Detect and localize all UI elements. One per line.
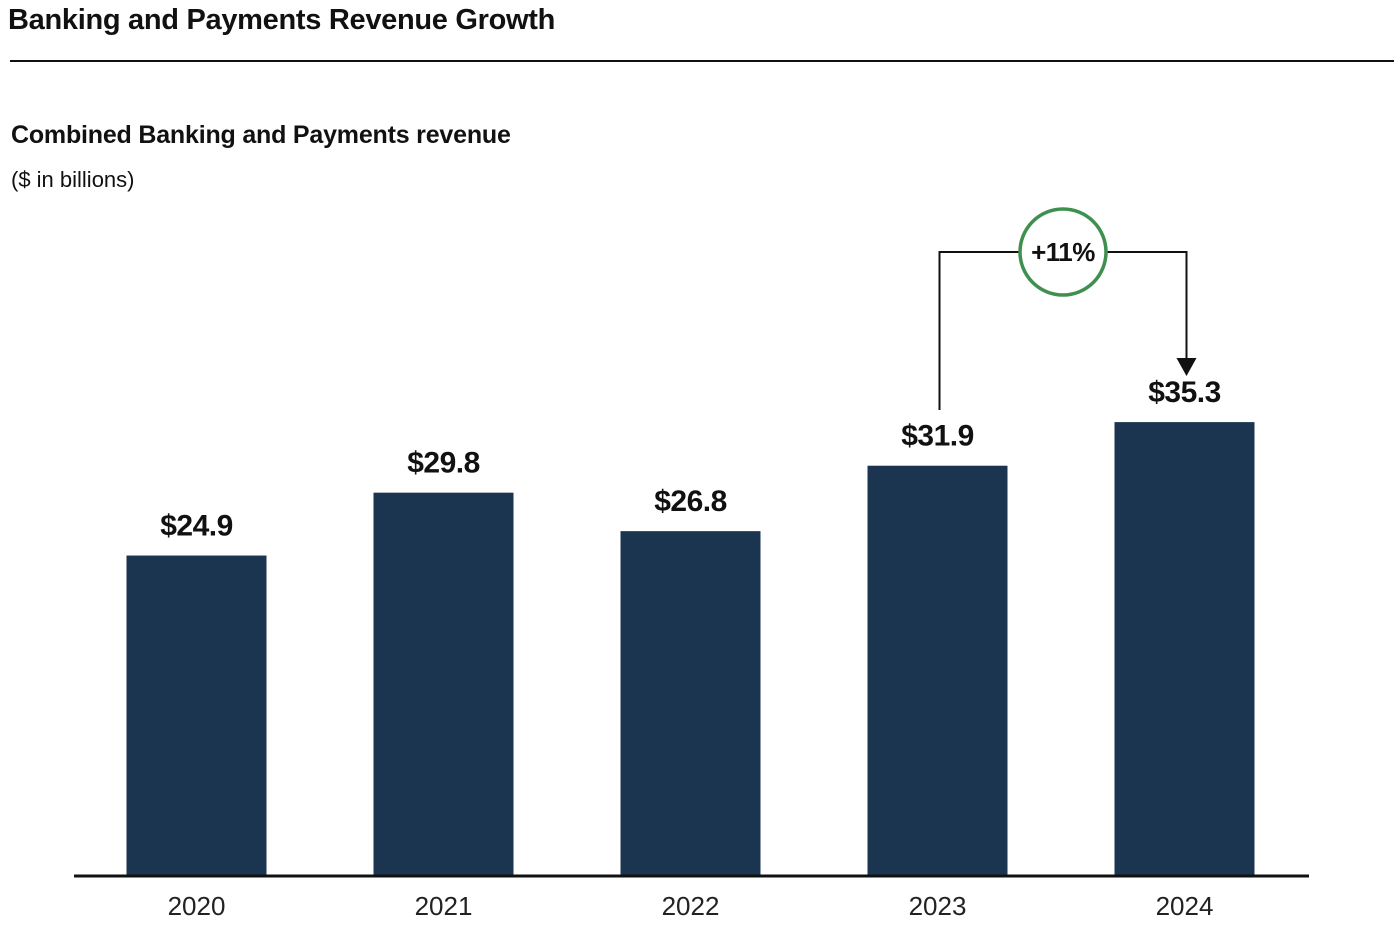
chart-title: Combined Banking and Payments revenue xyxy=(11,121,511,149)
growth-arrowhead xyxy=(1176,358,1197,376)
chart-subtitle: ($ in billions) xyxy=(11,167,135,192)
growth-percent-label: +11% xyxy=(1031,237,1095,267)
growth-bracket-right xyxy=(1106,251,1188,360)
bar-2021 xyxy=(373,492,514,875)
bar-2023 xyxy=(867,465,1008,875)
x-tick-label-2022: 2022 xyxy=(662,891,720,921)
value-label-2024: $35.3 xyxy=(1148,376,1221,409)
value-label-2020: $24.9 xyxy=(160,510,233,543)
x-tick-label-2021: 2021 xyxy=(415,891,473,921)
growth-circle xyxy=(1018,207,1108,297)
title-divider xyxy=(10,60,1394,62)
growth-bracket-left xyxy=(938,251,1020,410)
bar-2020 xyxy=(126,555,267,875)
page-title: Banking and Payments Revenue Growth xyxy=(8,4,556,36)
value-label-2023: $31.9 xyxy=(901,420,974,453)
bar-2024 xyxy=(1114,422,1255,875)
x-tick-label-2020: 2020 xyxy=(168,891,226,921)
value-label-2022: $26.8 xyxy=(654,485,727,518)
value-label-2021: $29.8 xyxy=(407,447,480,480)
x-tick-label-2023: 2023 xyxy=(909,891,967,921)
x-tick-label-2024: 2024 xyxy=(1156,891,1214,921)
bar-2022 xyxy=(620,531,761,875)
